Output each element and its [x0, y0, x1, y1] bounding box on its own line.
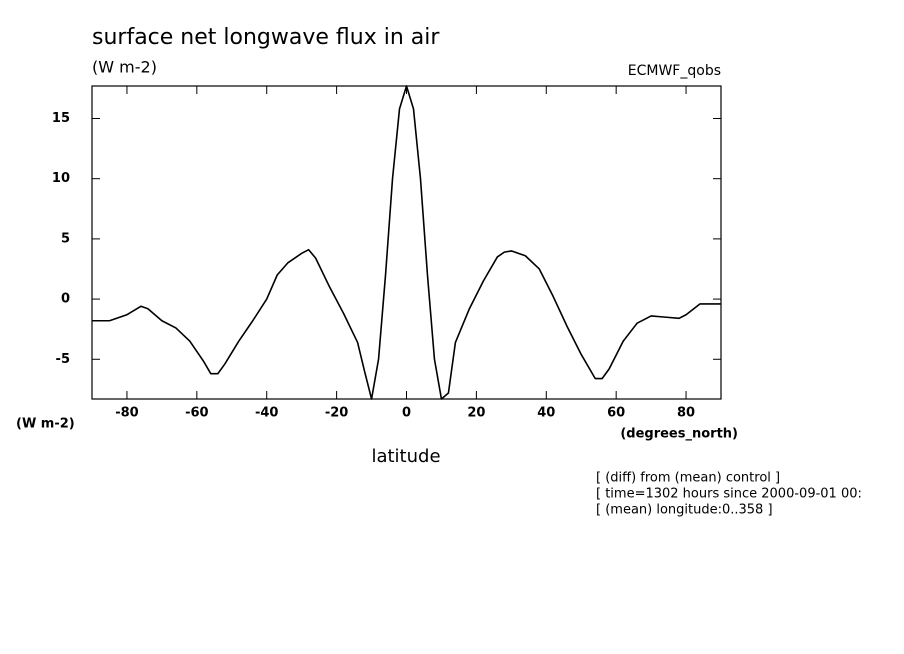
y-unit-label: (W m-2) — [16, 417, 75, 432]
x-tick-label: 0 — [402, 406, 411, 421]
x-axis-title: latitude — [371, 446, 440, 467]
x-tick-label: -80 — [115, 406, 139, 421]
note: [ (mean) longitude:0..358 ] — [596, 503, 773, 518]
note: [ time=1302 hours since 2000-09-01 00: — [596, 487, 862, 502]
x-tick-label: 40 — [537, 406, 555, 421]
y-tick-label: 0 — [61, 292, 70, 307]
data-line — [92, 85, 721, 400]
x-tick-label: -40 — [255, 406, 279, 421]
units-label: (W m-2) — [92, 58, 157, 77]
y-tick-label: 5 — [61, 231, 70, 246]
note: [ (diff) from (mean) control ] — [596, 471, 780, 486]
x-tick-label: 20 — [467, 406, 485, 421]
x-tick-label: 60 — [607, 406, 625, 421]
y-tick-label: -5 — [56, 352, 70, 367]
y-tick-label: 15 — [52, 111, 70, 126]
x-tick-label: -20 — [325, 406, 349, 421]
chart-title: surface net longwave flux in air — [92, 25, 440, 50]
x-tick-label: 80 — [677, 406, 695, 421]
y-tick-label: 10 — [52, 171, 70, 186]
x-unit-label: (degrees_north) — [620, 427, 738, 442]
plot-frame — [91, 85, 722, 400]
x-tick-label: -60 — [185, 406, 209, 421]
dataset-label: ECMWF_qobs — [628, 63, 721, 79]
